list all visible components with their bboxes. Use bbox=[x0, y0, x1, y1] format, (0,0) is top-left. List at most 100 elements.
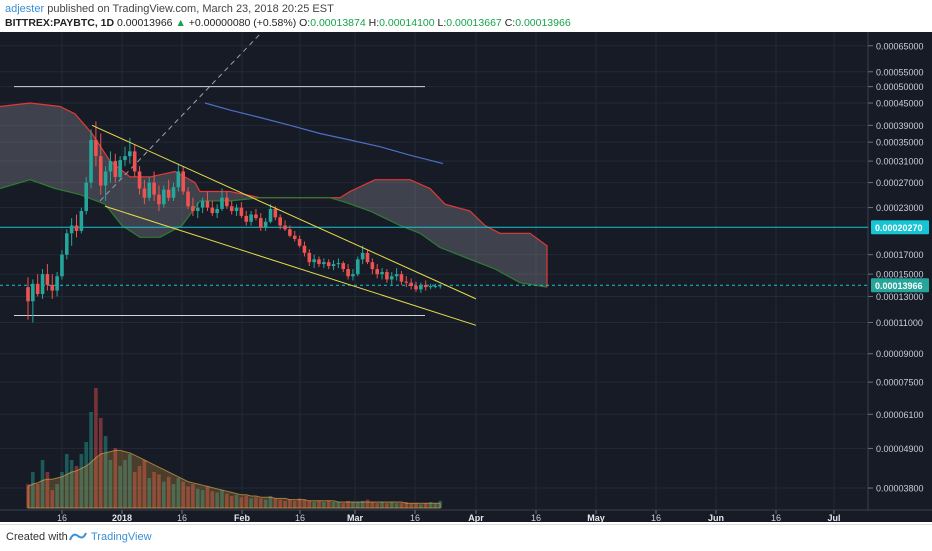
candle-body bbox=[171, 187, 176, 198]
price-tick-label: 0.00050000 bbox=[876, 82, 924, 92]
volume-bar bbox=[132, 472, 137, 508]
candle-body bbox=[389, 276, 394, 280]
candle-body bbox=[35, 283, 40, 295]
candle-body bbox=[254, 214, 258, 219]
volume-bar bbox=[162, 481, 166, 508]
candle-body bbox=[365, 252, 370, 263]
volume-bar bbox=[35, 484, 40, 508]
volume-bar bbox=[40, 460, 45, 508]
volume-bar bbox=[249, 498, 253, 508]
volume-bar bbox=[94, 388, 98, 508]
candle-body bbox=[191, 206, 195, 211]
price-chart[interactable]: 0.00065000 0.00055000 0.00050000 0.00045000… bbox=[0, 32, 932, 522]
candle-body bbox=[419, 284, 423, 290]
candle-body bbox=[259, 218, 263, 228]
volume-bar bbox=[55, 484, 59, 508]
candle-body bbox=[288, 229, 292, 236]
volume-bar bbox=[297, 498, 302, 508]
candle-body bbox=[137, 171, 142, 189]
price-tick-label: 0.00003800 bbox=[876, 484, 924, 494]
author-link[interactable]: adjester bbox=[5, 3, 45, 15]
volume-bar bbox=[433, 503, 438, 508]
candle-body bbox=[69, 225, 74, 234]
volume-bar bbox=[200, 490, 205, 508]
price-tick-label: 0.00035000 bbox=[876, 138, 924, 148]
price-tick-label: 0.00013000 bbox=[876, 292, 924, 302]
volume-bar bbox=[370, 502, 375, 508]
volume-bar bbox=[205, 486, 210, 508]
candle-body bbox=[322, 262, 326, 265]
footer: Created with TradingView bbox=[0, 524, 932, 551]
volume-bar bbox=[31, 472, 35, 508]
price-tick-labels: 0.00065000 0.00055000 0.00050000 0.00045000… bbox=[868, 41, 924, 494]
candle-body bbox=[225, 197, 229, 207]
publish-info: adjester published on TradingView.com, M… bbox=[5, 3, 334, 15]
tradingview-link[interactable]: TradingView bbox=[91, 531, 152, 543]
candle-body bbox=[147, 182, 152, 198]
candle-body bbox=[268, 208, 273, 222]
chart-background bbox=[0, 32, 932, 522]
candle-body bbox=[433, 286, 438, 288]
candle-body bbox=[79, 210, 84, 231]
volume-bar bbox=[69, 460, 74, 508]
time-tick-label: Jun bbox=[708, 513, 724, 522]
candle-body bbox=[60, 254, 64, 277]
price-axis[interactable] bbox=[868, 32, 932, 522]
time-tick-label: 16 bbox=[177, 513, 187, 522]
time-tick-label: May bbox=[587, 513, 605, 522]
candle-body bbox=[249, 214, 253, 222]
candle-body bbox=[331, 264, 336, 267]
candle-body bbox=[45, 274, 50, 285]
candle-body bbox=[55, 276, 59, 291]
volume-bar bbox=[225, 493, 229, 508]
price-tick-label: 0.00011000 bbox=[876, 318, 923, 328]
candle-body bbox=[74, 225, 79, 231]
candle-body bbox=[176, 171, 181, 188]
volume-bar bbox=[65, 454, 69, 508]
candle-body bbox=[307, 252, 312, 263]
candle-body bbox=[162, 189, 166, 205]
price-badge-label: 0.00013966 bbox=[875, 281, 923, 291]
time-tick-label: Apr bbox=[468, 513, 484, 522]
candle-body bbox=[113, 161, 118, 177]
publish-text: published on TradingView.com, March 23, … bbox=[47, 3, 334, 15]
price-badge-bg bbox=[871, 278, 929, 293]
candle-body bbox=[89, 139, 93, 183]
volume-bar bbox=[103, 436, 108, 508]
volume-bar bbox=[229, 496, 234, 508]
volume-bar bbox=[283, 500, 287, 508]
volume-bars bbox=[26, 388, 443, 508]
volume-bar bbox=[423, 503, 428, 508]
price-tick-label: 0.00031000 bbox=[876, 157, 924, 167]
volume-bar bbox=[210, 491, 215, 508]
volume-bar bbox=[380, 502, 384, 508]
candle-body bbox=[317, 259, 321, 265]
cloud-lower-line bbox=[0, 179, 548, 288]
volume-bar bbox=[123, 460, 127, 508]
candle-body bbox=[234, 207, 239, 211]
grid bbox=[0, 32, 868, 510]
volume-bar bbox=[263, 499, 268, 508]
volume-bar bbox=[292, 500, 297, 508]
candle-body bbox=[438, 285, 443, 287]
volume-bar bbox=[60, 472, 64, 508]
volume-bar bbox=[176, 478, 181, 508]
time-tick-label: Mar bbox=[347, 513, 364, 522]
last-price: 0.00013966 bbox=[117, 17, 173, 29]
volume-bar bbox=[404, 502, 409, 508]
price-tick-label: 0.00055000 bbox=[876, 67, 924, 77]
price-badge-label: 0.00020270 bbox=[875, 223, 923, 233]
volume-bar bbox=[84, 442, 88, 508]
candle-body bbox=[273, 208, 278, 218]
candle-body bbox=[205, 200, 210, 208]
candle-body bbox=[283, 225, 287, 230]
volume-bar bbox=[317, 500, 321, 508]
volume-bar bbox=[239, 497, 244, 508]
candle-body bbox=[195, 207, 200, 211]
volume-bar bbox=[234, 494, 239, 508]
volume-bar bbox=[394, 503, 399, 508]
volume-bar bbox=[74, 466, 79, 508]
candle-body bbox=[239, 207, 244, 216]
volume-bar bbox=[336, 502, 341, 508]
candle-body bbox=[31, 283, 35, 302]
